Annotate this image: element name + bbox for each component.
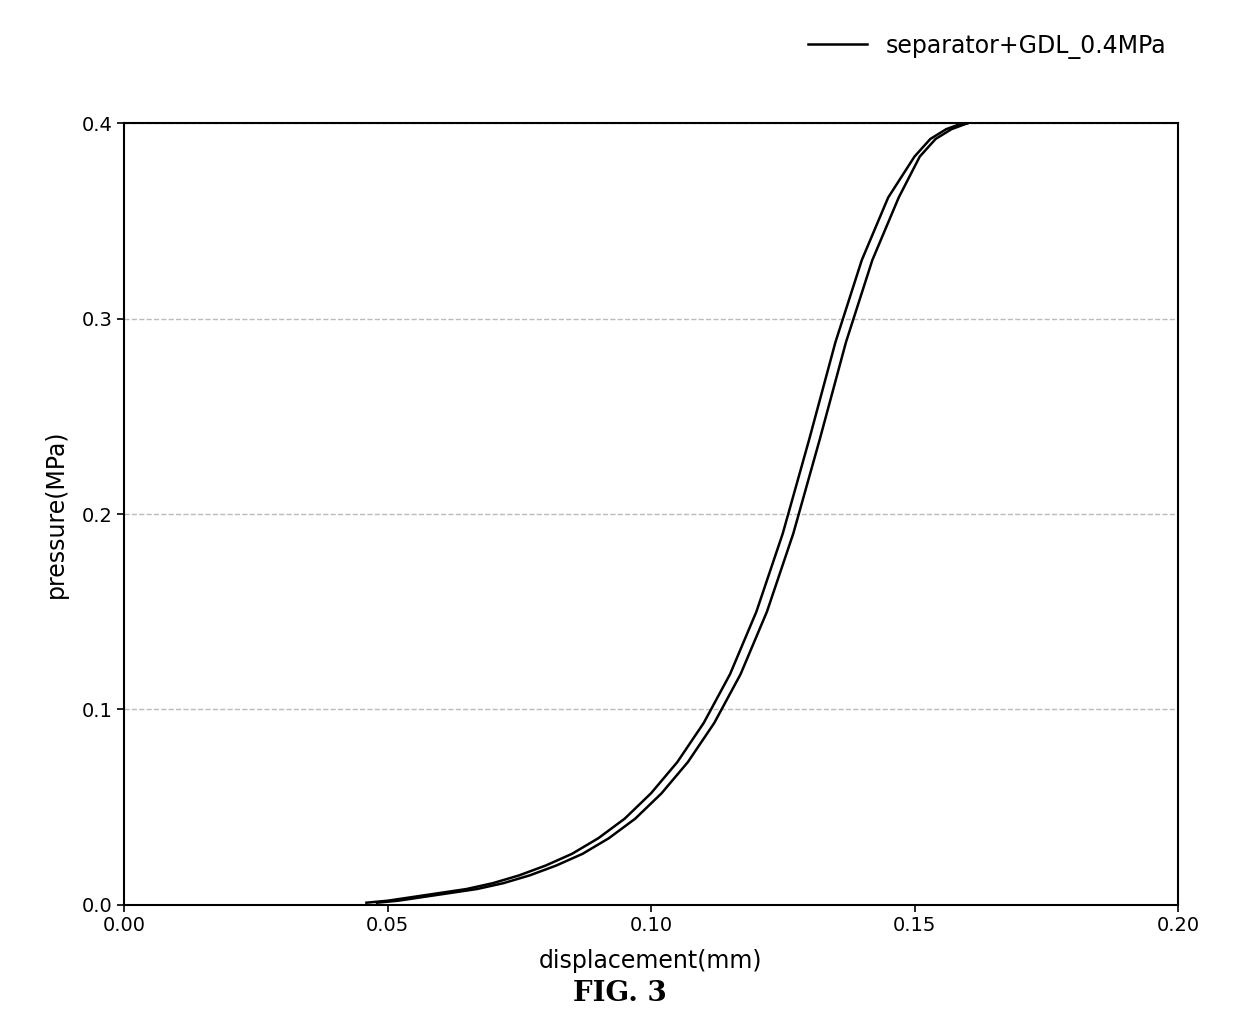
X-axis label: displacement(mm): displacement(mm) [539, 949, 763, 974]
Text: FIG. 3: FIG. 3 [573, 981, 667, 1007]
Y-axis label: pressure(MPa): pressure(MPa) [43, 430, 67, 598]
Legend: separator+GDL_0.4MPa: separator+GDL_0.4MPa [807, 34, 1166, 59]
